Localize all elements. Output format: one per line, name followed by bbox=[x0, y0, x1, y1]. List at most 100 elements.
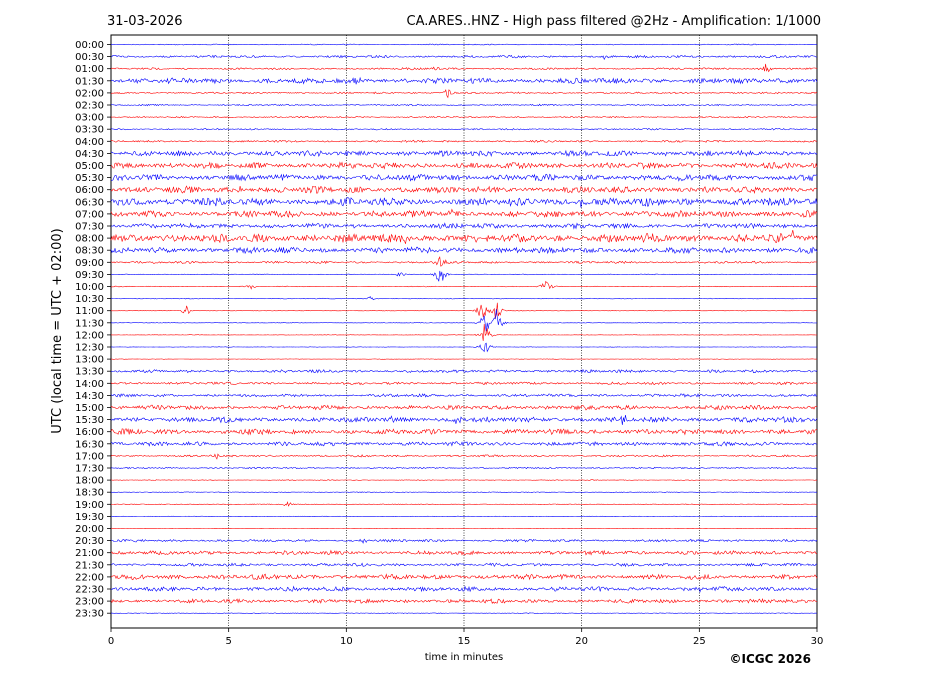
trace-row-0300 bbox=[110, 115, 818, 119]
row-label: 20:00 bbox=[75, 524, 104, 535]
row-label: 11:30 bbox=[75, 318, 104, 329]
trace-row-2300 bbox=[110, 597, 818, 605]
trace-row-1830 bbox=[110, 491, 818, 493]
x-tick-label: 15 bbox=[458, 636, 471, 647]
x-tick-label: 30 bbox=[811, 636, 824, 647]
trace-row-1800 bbox=[110, 479, 818, 481]
x-tick-label: 10 bbox=[340, 636, 353, 647]
trace-row-0900 bbox=[110, 256, 818, 267]
x-tick-label: 5 bbox=[225, 636, 231, 647]
row-label: 20:30 bbox=[75, 536, 104, 547]
trace-row-1030 bbox=[111, 296, 818, 301]
row-label: 03:30 bbox=[75, 125, 104, 136]
row-label: 01:30 bbox=[75, 76, 104, 87]
x-axis-ticks: 0 5 10 15 20 25 30 bbox=[108, 628, 824, 647]
trace-row-0500 bbox=[110, 161, 818, 170]
row-label: 18:00 bbox=[75, 476, 104, 487]
row-label: 21:00 bbox=[75, 548, 104, 559]
trace-row-1000 bbox=[110, 280, 818, 290]
x-tick-label: 0 bbox=[108, 636, 114, 647]
trace-row-2330 bbox=[110, 612, 818, 614]
trace-row-0230 bbox=[110, 103, 818, 107]
row-label: 18:30 bbox=[75, 488, 104, 499]
trace-row-1230 bbox=[111, 342, 818, 353]
row-label: 16:30 bbox=[75, 439, 104, 450]
x-tick-label: 25 bbox=[693, 636, 706, 647]
row-label: 17:30 bbox=[75, 464, 104, 475]
row-label: 03:00 bbox=[75, 113, 104, 124]
chart-date: 31-03-2026 bbox=[107, 14, 183, 29]
row-label: 23:30 bbox=[75, 609, 104, 620]
trace-row-0730 bbox=[110, 222, 818, 230]
trace-row-0100 bbox=[110, 63, 818, 73]
trace-row-0430 bbox=[110, 149, 818, 157]
chart-title: CA.ARES..HNZ - High pass filtered @2Hz -… bbox=[407, 14, 821, 29]
trace-row-1200 bbox=[110, 323, 818, 341]
trace-row-1300 bbox=[110, 358, 817, 360]
trace-row-2130 bbox=[110, 562, 818, 568]
trace-row-0630 bbox=[110, 197, 818, 208]
trace-row-1630 bbox=[110, 441, 817, 447]
row-label: 01:00 bbox=[75, 64, 104, 75]
x-tick-label: 20 bbox=[575, 636, 588, 647]
row-label: 13:00 bbox=[75, 355, 104, 366]
row-label: 06:00 bbox=[75, 185, 104, 196]
row-label: 09:00 bbox=[75, 258, 104, 269]
row-label: 09:30 bbox=[75, 270, 104, 281]
row-label: 08:30 bbox=[75, 246, 104, 257]
row-label: 15:30 bbox=[75, 415, 104, 426]
trace-row-0330 bbox=[110, 128, 818, 131]
row-label: 22:30 bbox=[75, 585, 104, 596]
row-label: 14:30 bbox=[75, 391, 104, 402]
row-label: 11:00 bbox=[75, 306, 104, 317]
trace-row-0400 bbox=[110, 139, 818, 143]
row-label: 05:30 bbox=[75, 173, 104, 184]
row-label: 04:30 bbox=[75, 149, 104, 160]
trace-row-2230 bbox=[110, 585, 818, 593]
x-axis-label: time in minutes bbox=[425, 652, 504, 663]
trace-row-0930 bbox=[110, 270, 818, 282]
row-label: 17:00 bbox=[75, 451, 104, 462]
trace-row-0600 bbox=[110, 185, 818, 195]
trace-row-1900 bbox=[110, 501, 817, 507]
row-label: 06:30 bbox=[75, 197, 104, 208]
row-label: 19:00 bbox=[75, 500, 104, 511]
trace-row-2000 bbox=[110, 527, 817, 530]
trace-row-0030 bbox=[110, 54, 818, 61]
row-label: 10:30 bbox=[75, 294, 104, 305]
row-label: 07:00 bbox=[75, 209, 104, 220]
row-label: 12:00 bbox=[75, 330, 104, 341]
trace-row-0830 bbox=[110, 246, 818, 255]
row-label: 23:00 bbox=[75, 597, 104, 608]
row-label: 14:00 bbox=[75, 379, 104, 390]
trace-row-1330 bbox=[110, 368, 818, 374]
trace-row-1530 bbox=[110, 415, 818, 425]
trace-row-0200 bbox=[110, 88, 818, 99]
row-label: 21:30 bbox=[75, 560, 104, 571]
trace-row-0700 bbox=[110, 208, 818, 219]
trace-row-1100 bbox=[110, 302, 817, 319]
seismic-traces bbox=[110, 43, 818, 614]
row-label: 05:00 bbox=[75, 161, 104, 172]
trace-row-1400 bbox=[110, 381, 818, 386]
row-label: 08:00 bbox=[75, 234, 104, 245]
row-label: 04:00 bbox=[75, 137, 104, 148]
row-label: 15:00 bbox=[75, 403, 104, 414]
trace-row-0800 bbox=[110, 230, 818, 244]
trace-row-2030 bbox=[110, 538, 818, 544]
trace-row-2200 bbox=[111, 573, 818, 581]
trace-row-1930 bbox=[110, 515, 818, 518]
row-label: 16:00 bbox=[75, 427, 104, 438]
row-label: 10:00 bbox=[75, 282, 104, 293]
y-axis-label: UTC (local time = UTC + 02:00) bbox=[50, 228, 65, 433]
trace-row-1730 bbox=[110, 466, 818, 470]
row-label: 00:00 bbox=[75, 40, 104, 51]
row-label: 02:00 bbox=[75, 88, 104, 99]
trace-row-0000 bbox=[110, 43, 818, 46]
trace-row-1500 bbox=[110, 404, 818, 411]
trace-row-0130 bbox=[110, 76, 818, 85]
trace-row-2100 bbox=[110, 549, 818, 556]
